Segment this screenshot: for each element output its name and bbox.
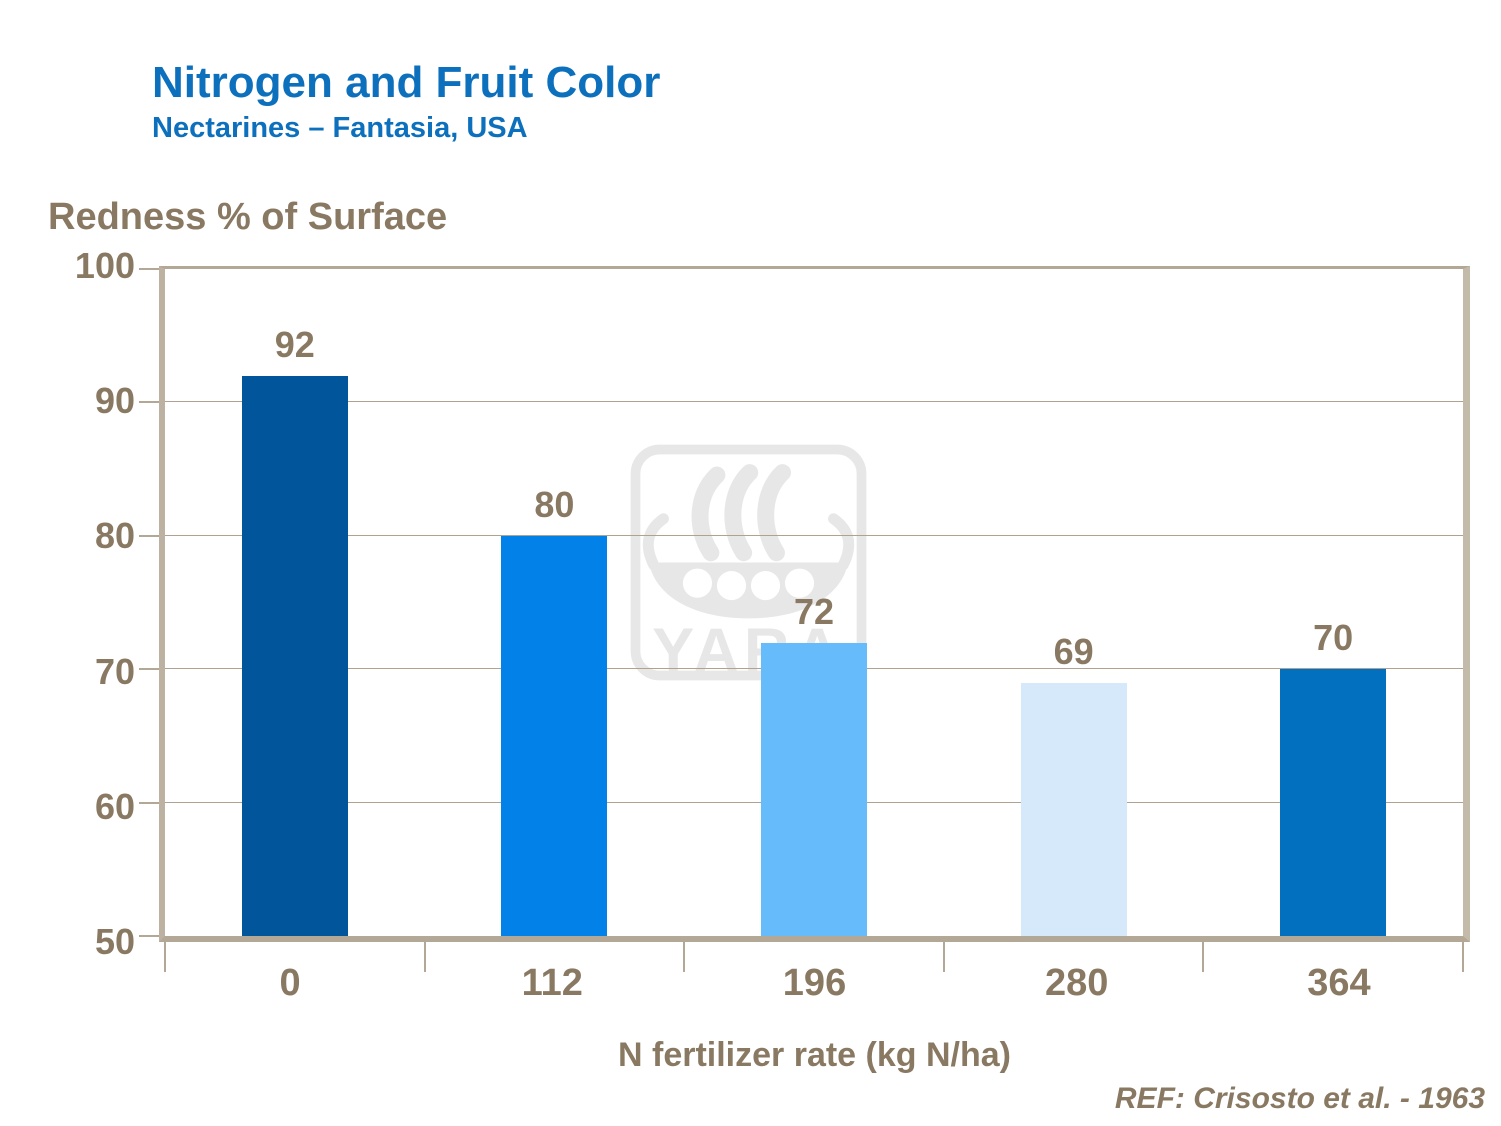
- bar-280: [1020, 682, 1127, 936]
- y-axis-title: Redness % of Surface: [48, 196, 448, 238]
- x-tick-label: 196: [782, 962, 847, 1004]
- x-tick-label: 0: [279, 962, 301, 1004]
- y-tick-mark: [139, 401, 159, 404]
- chart-title: Nitrogen and Fruit Color: [152, 58, 661, 107]
- y-tick-mark: [139, 268, 159, 270]
- bar-group-364: 70: [1203, 617, 1463, 936]
- y-tick-label: 80: [94, 515, 135, 557]
- y-tick-label: 50: [94, 921, 135, 962]
- y-tick-mark: [139, 935, 159, 937]
- gridline-90: [165, 401, 1463, 403]
- x-tick-mark: [164, 942, 166, 972]
- reference-citation: REF: Crisosto et al. - 1963: [1114, 1082, 1485, 1115]
- x-tick-label: 280: [1045, 962, 1109, 1004]
- bar-group-112: 80: [425, 484, 685, 936]
- x-tick-label: 112: [521, 962, 583, 1004]
- y-tick-mark: [139, 534, 159, 537]
- y-tick-label: 60: [94, 785, 135, 827]
- x-axis-labels: 0 112 196 280 364: [159, 962, 1470, 1005]
- x-tick-mark: [1462, 942, 1464, 972]
- bar-value-label: 92: [274, 323, 315, 365]
- bar-0: [241, 375, 348, 936]
- plot-area: 92 80 72 69 70: [139, 266, 1470, 972]
- y-tick-label: 90: [94, 380, 135, 422]
- bar-value-label: 69: [1053, 630, 1094, 672]
- bar-value-label: 80: [534, 483, 575, 525]
- bar-364: [1280, 669, 1387, 936]
- y-tick-label: 100: [74, 245, 135, 286]
- y-tick-mark: [139, 801, 159, 804]
- bar-value-label: 70: [1313, 617, 1354, 659]
- x-tick-mark: [423, 942, 426, 972]
- x-tick-label: 364: [1307, 962, 1371, 1004]
- x-axis-title: N fertilizer rate (kg N/ha): [618, 1036, 1011, 1074]
- x-tick-mark: [683, 942, 686, 972]
- bar-196: [760, 642, 867, 936]
- x-tick-mark: [1202, 942, 1205, 972]
- y-tick-mark: [139, 668, 159, 671]
- chart-subtitle: Nectarines – Fantasia, USA: [152, 112, 528, 144]
- x-tick-mark: [942, 942, 945, 972]
- y-tick-label: 70: [94, 650, 135, 692]
- bar-112: [501, 535, 608, 936]
- gridline-80: [165, 534, 1463, 536]
- bar-group-280: 69: [944, 631, 1204, 936]
- y-axis-labels: 100 90 80 70 60 50: [20, 245, 135, 962]
- bar-group-0: 92: [165, 324, 425, 936]
- bar-group-196: 72: [684, 591, 944, 936]
- bar-value-label: 72: [793, 590, 834, 632]
